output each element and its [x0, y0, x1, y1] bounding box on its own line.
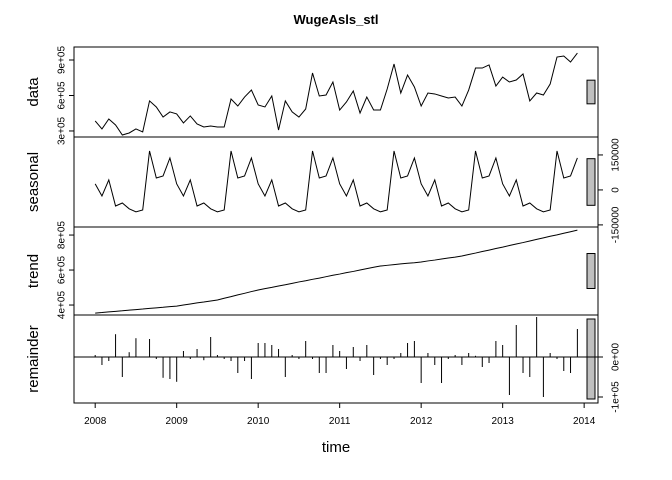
y-tick-label: 9e+05: [57, 46, 68, 75]
panel-label: data: [25, 77, 42, 107]
y-tick-label: 6e+05: [57, 81, 68, 110]
y-tick-label: 8e+05: [57, 221, 68, 250]
series-line: [94, 150, 578, 213]
x-tick-label: 2010: [247, 416, 270, 427]
y-tick-label: 4e+05: [57, 291, 68, 320]
y-tick-label: 0e+00: [611, 343, 622, 372]
x-tick-label: 2008: [84, 416, 107, 427]
y-tick-label: 3e+05: [57, 116, 68, 145]
panel-frame: [73, 136, 599, 228]
x-tick-label: 2011: [329, 416, 351, 427]
scale-bar: [586, 79, 596, 105]
y-tick-label: -150000: [611, 206, 622, 243]
scale-bar: [586, 318, 596, 400]
chart-title: WugeAsls_stl: [293, 12, 378, 27]
panel-frame: [73, 314, 599, 404]
panel-frame: [73, 46, 599, 138]
series-line: [94, 52, 578, 136]
x-tick-label: 2014: [573, 416, 596, 427]
series-line: [95, 229, 578, 314]
x-axis-title: time: [322, 439, 350, 456]
y-tick-label: 6e+05: [57, 256, 68, 285]
y-tick-label: 150000: [611, 138, 622, 172]
x-tick-label: 2012: [410, 416, 433, 427]
y-tick-label: -1e+05: [611, 381, 622, 413]
scale-bar: [586, 253, 596, 289]
panel-frame: [73, 226, 599, 316]
scale-bar: [586, 158, 596, 206]
panel-label: remainder: [25, 325, 42, 393]
panel-label: trend: [25, 254, 42, 288]
x-tick-label: 2013: [492, 416, 515, 427]
panel-label: seasonal: [25, 152, 42, 212]
y-tick-label: 0: [611, 187, 622, 193]
x-tick-label: 2009: [166, 416, 189, 427]
